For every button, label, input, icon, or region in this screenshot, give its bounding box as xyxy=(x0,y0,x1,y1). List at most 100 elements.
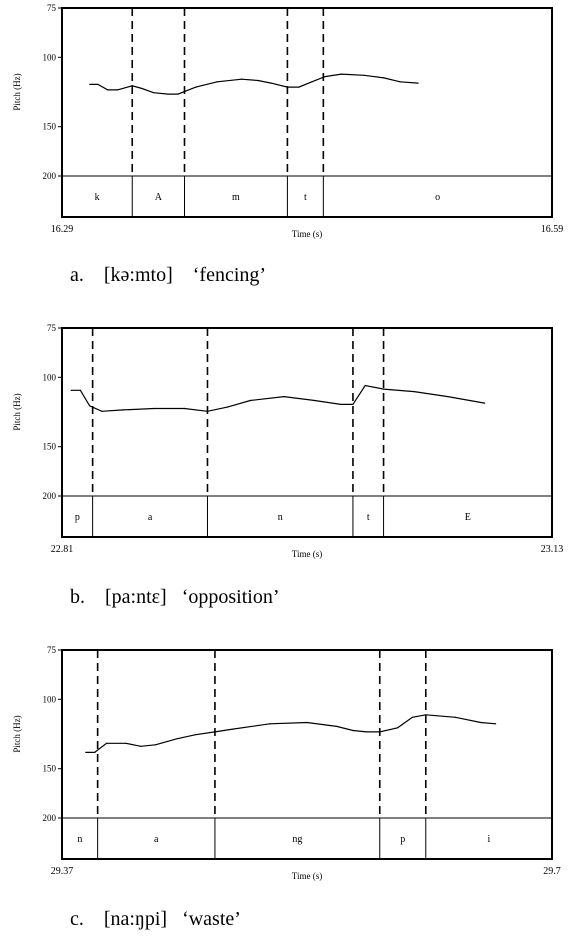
caption-b: b. [pa:ntɛ] ‘opposition’ xyxy=(70,586,280,608)
x-start-label: 22.81 xyxy=(51,544,74,555)
pitch-point xyxy=(79,389,81,391)
pitch-point xyxy=(107,89,109,91)
pitch-point xyxy=(116,89,119,91)
pitch-point xyxy=(417,82,419,84)
y-tick-label: 150 xyxy=(43,442,57,452)
pitch-point xyxy=(411,716,414,718)
pitch-point xyxy=(249,399,251,402)
segment-label-t: t xyxy=(304,192,307,203)
pitch-point xyxy=(154,744,157,746)
y-tick-label: 75 xyxy=(47,645,57,655)
pitch-point xyxy=(340,403,342,406)
pitch-point xyxy=(383,77,385,79)
pitch-point xyxy=(101,410,103,412)
y-tick-label: 200 xyxy=(43,491,57,501)
y-tick-label: 100 xyxy=(43,372,57,382)
pitch-point xyxy=(131,85,133,87)
x-axis-label: Time (s) xyxy=(292,871,322,881)
pitch-point xyxy=(167,93,169,95)
plot-frame xyxy=(61,649,553,860)
y-tick-label: 150 xyxy=(43,122,57,132)
segment-label-k: k xyxy=(95,192,100,203)
segment-label-ng: ng xyxy=(292,834,302,845)
pitch-point xyxy=(257,79,259,82)
pitch-plot-c: 200 150 100 75 Pitch (Hz) n a ng p i 29.37 29.7 Time… xyxy=(12,645,561,881)
y-tick-label: 100 xyxy=(43,694,57,704)
pitch-point xyxy=(454,716,457,718)
pitch-point xyxy=(152,92,155,94)
pitch-plot-b: 200 150 100 75 Pitch (Hz) p a n t E 22.81 23.13 Time… xyxy=(12,323,564,559)
pitch-point xyxy=(447,395,449,398)
pitch-point xyxy=(382,388,385,390)
pitch-point xyxy=(396,727,399,729)
y-tick-label: 200 xyxy=(43,813,57,823)
y-tick-label: 75 xyxy=(47,323,57,333)
y-axis-label: Pitch (Hz) xyxy=(12,73,22,110)
pitch-point xyxy=(413,390,415,393)
pitch-contour-line xyxy=(85,714,496,754)
pitch-point xyxy=(480,721,482,724)
pitch-point xyxy=(270,82,272,84)
pitch-point xyxy=(364,384,366,387)
x-start-label: 29.37 xyxy=(51,866,74,877)
pitch-point xyxy=(286,86,288,88)
y-axis-label: Pitch (Hz) xyxy=(12,393,22,430)
pitch-point xyxy=(88,405,91,407)
x-end-label: 16.59 xyxy=(541,224,564,235)
pitch-point xyxy=(379,731,381,733)
x-end-label: 29.7 xyxy=(543,866,561,877)
pitch-point xyxy=(97,83,99,86)
pitch-point xyxy=(177,93,179,95)
pitch-point xyxy=(324,75,326,78)
x-end-label: 23.13 xyxy=(541,544,564,555)
pitch-point xyxy=(241,78,243,80)
pitch-point xyxy=(141,87,143,90)
pitch-point xyxy=(340,73,342,75)
plot-frame xyxy=(61,327,553,538)
y-tick-label: 100 xyxy=(43,52,57,62)
pitch-point xyxy=(352,729,354,732)
pitch-point xyxy=(125,742,127,744)
segment-label-o: o xyxy=(435,192,440,203)
pitch-point xyxy=(175,738,177,740)
pitch-point xyxy=(122,409,124,411)
x-axis-label: Time (s) xyxy=(292,549,322,559)
plot-frame xyxy=(61,7,553,218)
pitch-contour-line xyxy=(89,73,419,95)
pitch-point xyxy=(399,81,401,83)
pitch-point xyxy=(306,721,308,724)
segment-label-p: p xyxy=(75,512,80,523)
pitch-point xyxy=(195,734,197,736)
pitch-point xyxy=(183,407,186,410)
pitch-point xyxy=(365,731,367,733)
caption-c: c. [na:ŋpi] ‘waste’ xyxy=(70,908,241,930)
caption-a: a. [kə:mto] ‘fencing’ xyxy=(70,264,267,286)
pitch-point xyxy=(214,731,216,733)
pitch-point xyxy=(85,751,87,753)
pitch-point xyxy=(226,406,228,408)
segment-label-i: i xyxy=(488,834,491,845)
y-tick-label: 150 xyxy=(43,764,57,774)
y-tick-label: 200 xyxy=(43,171,57,181)
segment-label-p: p xyxy=(400,834,405,845)
segment-label-e: E xyxy=(465,512,471,523)
pitch-point xyxy=(269,723,271,725)
pitch-point xyxy=(336,725,338,728)
pitch-point xyxy=(70,389,72,391)
pitch-point xyxy=(94,751,96,753)
segment-label-a: a xyxy=(154,834,159,845)
pitch-point xyxy=(140,745,142,747)
segment-label-m: m xyxy=(232,192,240,203)
pitch-point xyxy=(363,74,365,76)
pitch-point xyxy=(89,83,91,86)
pitch-point xyxy=(484,402,486,404)
segment-label-n: n xyxy=(278,512,283,523)
y-axis-label: Pitch (Hz) xyxy=(12,715,22,752)
pitch-point xyxy=(283,395,285,398)
pitch-point xyxy=(195,86,197,88)
pitch-contour-line xyxy=(71,384,485,412)
pitch-point xyxy=(311,81,313,83)
pitch-panel-b: 200 150 100 75 Pitch (Hz) p a n t E 22.81 23.13 Time… xyxy=(0,320,568,620)
